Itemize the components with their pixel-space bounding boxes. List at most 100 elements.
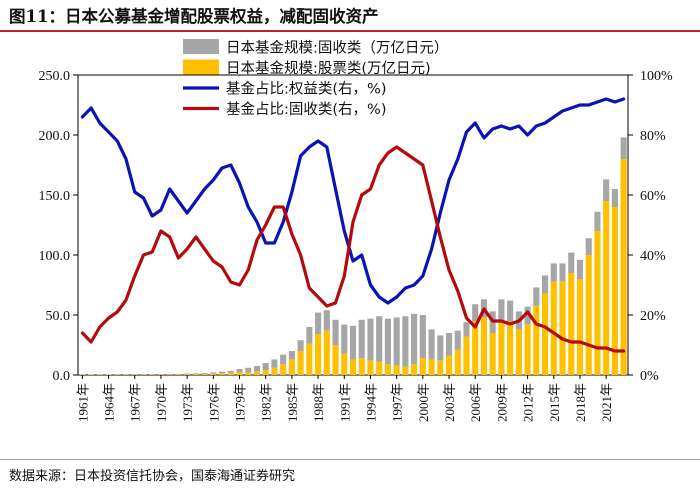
bar-equity [489, 333, 496, 375]
x-axis-tick-label: 2006年 [468, 383, 483, 422]
bar-fixed-income [594, 211, 601, 231]
bar-fixed-income [524, 306, 531, 325]
bar-equity [210, 373, 217, 375]
bar-equity [480, 317, 488, 375]
bar-equity [262, 370, 269, 375]
left-axis-tick-label: 0.0 [53, 369, 71, 384]
bar-fixed-income [498, 299, 505, 321]
x-axis-tick-label: 1976年 [206, 383, 221, 422]
bar-equity [402, 366, 409, 375]
bar-fixed-income [542, 275, 549, 294]
bar-equity [393, 365, 400, 375]
bar-fixed-income [315, 312, 322, 335]
x-axis-tick-label: 1970年 [154, 383, 169, 422]
bar-equity [280, 364, 287, 375]
bar-equity [419, 358, 426, 375]
bar-fixed-income [367, 318, 374, 361]
bar-layer [79, 137, 627, 375]
bar-equity [236, 372, 243, 375]
bar-equity [149, 374, 156, 375]
right-axis-tick-label: 0% [640, 369, 659, 384]
bar-fixed-income [428, 329, 435, 360]
bar-equity [349, 359, 357, 375]
bar-fixed-income [568, 252, 575, 273]
right-axis-tick-label: 40% [640, 249, 666, 264]
bar-equity [297, 351, 304, 375]
bar-fixed-income [402, 316, 409, 367]
bar-equity [288, 359, 295, 375]
bar-equity [184, 374, 191, 375]
bar-fixed-income [550, 263, 557, 282]
legend-label: 基金占比:固收类(右，%) [226, 101, 386, 118]
bar-equity [507, 321, 514, 375]
legend-label: 日本基金规模:股票类(万亿日元) [226, 60, 431, 77]
right-axis-tick-label: 100% [640, 69, 673, 84]
bar-equity [376, 361, 383, 375]
x-axis-tick-label: 1973年 [180, 383, 195, 422]
left-axis-tick-label: 200.0 [39, 129, 71, 144]
bar-equity [192, 374, 199, 375]
bar-fixed-income [559, 263, 566, 282]
bar-equity [603, 201, 610, 375]
bar-equity [568, 273, 575, 375]
bar-equity [454, 349, 461, 375]
bar-equity [201, 373, 208, 375]
bar-equity [315, 334, 322, 375]
bar-equity [384, 364, 391, 375]
bar-equity [358, 358, 365, 375]
x-axis-tick-label: 2015年 [547, 383, 562, 422]
legend-swatch-bar [183, 59, 219, 75]
bar-equity [227, 372, 234, 375]
bar-equity [594, 231, 601, 375]
bar-fixed-income [419, 315, 426, 359]
bar-fixed-income [245, 367, 252, 372]
x-axis-tick-label: 2012年 [521, 383, 536, 422]
x-axis-tick-label: 1997年 [390, 383, 405, 422]
line-equity-share [80, 97, 626, 305]
data-source-note: 数据来源：日本投资信托协会，国泰海通证券研究 [9, 469, 296, 484]
bar-equity [245, 372, 252, 375]
bar-fixed-income [341, 324, 348, 354]
x-axis-tick-label: 1994年 [364, 383, 379, 422]
bar-fixed-income [201, 372, 208, 374]
legend: 日本基金规模:固收类（万亿日元） 日本基金规模:股票类(万亿日元) 基金占比:权益类… [183, 39, 448, 118]
bar-fixed-income [384, 318, 391, 365]
bar-fixed-income [376, 316, 383, 362]
legend-label: 基金占比:权益类(右，%) [226, 81, 386, 98]
bar-equity [323, 330, 330, 375]
x-axis-tick-label: 1988年 [311, 383, 326, 422]
bar-fixed-income [472, 304, 479, 321]
bar-fixed-income [236, 369, 243, 372]
bar-equity [472, 321, 479, 375]
bar-fixed-income [323, 310, 330, 331]
bar-fixed-income [218, 371, 226, 374]
bar-fixed-income [585, 238, 592, 255]
left-axis-tick-label: 150.0 [39, 189, 71, 204]
x-axis-tick-label: 2009年 [494, 383, 509, 422]
line-fixed-income-share [80, 145, 626, 353]
right-axis-tick-label: 20% [640, 309, 666, 324]
bar-fixed-income [620, 137, 627, 159]
bar-fixed-income [533, 287, 540, 306]
bar-fixed-income [358, 319, 365, 359]
bar-equity [515, 329, 522, 375]
x-axis-tick-label: 1985年 [285, 383, 300, 422]
x-axis-tick-label: 1967年 [128, 383, 143, 422]
bar-fixed-income [411, 313, 418, 365]
right-axis-tick-label: 60% [640, 189, 666, 204]
bar-fixed-income [445, 333, 453, 356]
bar-equity [524, 324, 531, 375]
bar-fixed-income [603, 179, 610, 201]
bar-fixed-income [332, 319, 339, 345]
line-layer [80, 97, 626, 353]
bar-equity [498, 321, 505, 375]
right-axis-tick-label: 80% [640, 129, 666, 144]
bar-equity [542, 293, 549, 375]
bar-fixed-income [288, 351, 295, 360]
bar-equity [271, 367, 278, 375]
bar-fixed-income [280, 354, 287, 365]
bar-equity [611, 207, 618, 375]
bar-equity [218, 373, 226, 375]
x-axis-tick-label: 2000年 [416, 383, 431, 422]
x-axis-tick-label: 1982年 [259, 383, 274, 422]
